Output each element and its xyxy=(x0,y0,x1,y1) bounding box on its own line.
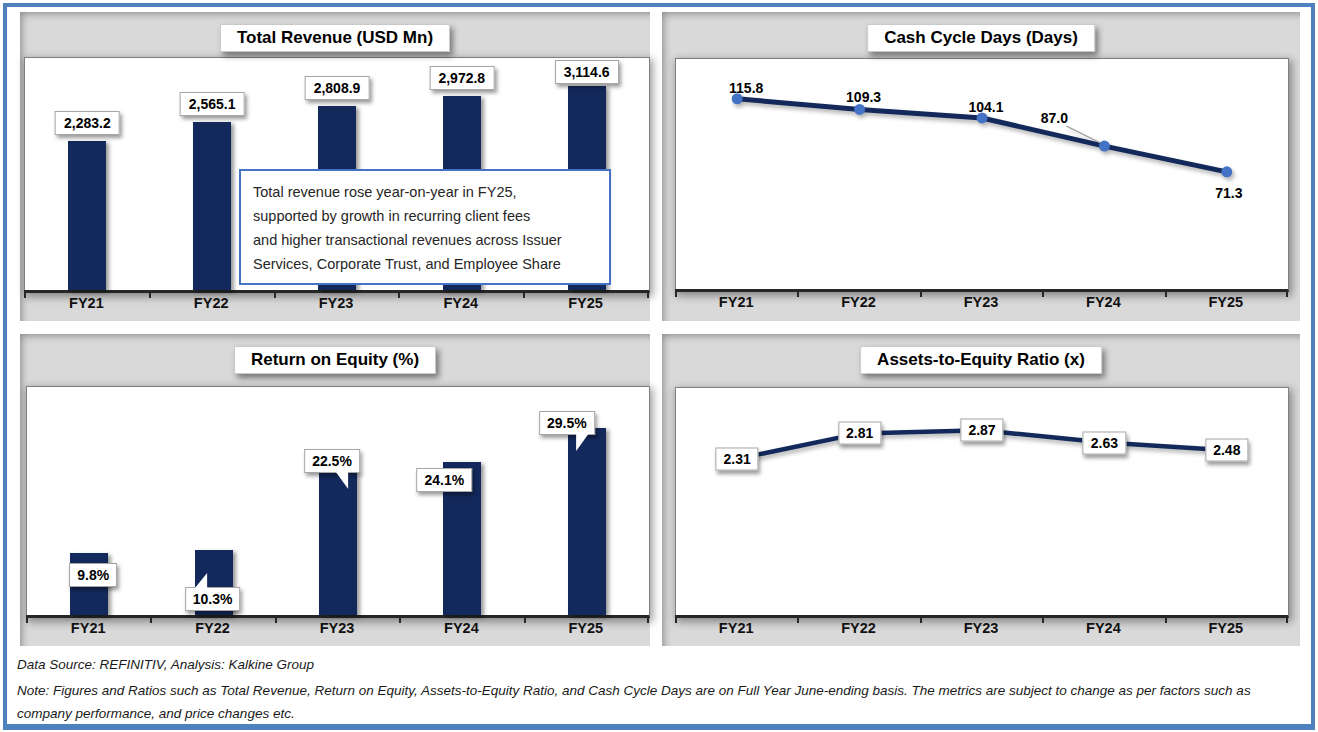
bar-fy25 xyxy=(568,428,606,615)
x-axis-label-fy24: FY24 xyxy=(1042,294,1164,316)
chart-title-return-on-equity: Return on Equity (%) xyxy=(234,346,436,374)
bar-fy23 xyxy=(319,472,357,615)
chart-title-cash-cycle-days: Cash Cycle Days (Days) xyxy=(867,24,1095,52)
data-label-fy23: 104.1 xyxy=(968,99,1003,115)
x-axis-label-fy21: FY21 xyxy=(26,620,150,642)
data-label-fy22: 10.3% xyxy=(185,587,241,611)
disclaimer-note: Note: Figures and Ratios such as Total R… xyxy=(17,679,1303,725)
panel-cash-cycle-days: Cash Cycle Days (Days) 115.8 109.3 104.1 87… xyxy=(662,12,1300,321)
chart-title-total-revenue: Total Revenue (USD Mn) xyxy=(220,24,450,52)
footer-notes: Data Source: REFINITIV, Analysis: Kalkin… xyxy=(17,653,1303,728)
data-label-fy25: 3,114.6 xyxy=(555,60,619,84)
data-label-fy24: 2.63 xyxy=(1083,431,1126,454)
x-axis-total-revenue: FY21FY22FY23FY24FY25 xyxy=(24,295,648,317)
data-label-fy25: 29.5% xyxy=(539,411,595,435)
chart-title-assets-to-equity: Assets-to-Equity Ratio (x) xyxy=(860,346,1102,374)
annotation-line: supported by growth in recurring client … xyxy=(253,204,597,228)
x-axis-label-fy25: FY25 xyxy=(524,620,648,642)
annotation-line: Total revenue rose year-on-year in FY25, xyxy=(253,180,597,204)
x-axis-label-fy21: FY21 xyxy=(675,620,797,642)
bar-fy22 xyxy=(193,122,231,290)
x-axis-label-fy22: FY22 xyxy=(150,620,274,642)
data-label-fy21: 115.8 xyxy=(729,80,763,96)
annotation-line: and higher transactional revenues across… xyxy=(253,228,597,252)
data-label-fy21: 9.8% xyxy=(69,563,117,587)
callout-pointer xyxy=(576,433,589,451)
x-axis-label-fy21: FY21 xyxy=(24,295,149,317)
plot-total-revenue: 2,283.2 2,565.1 2,808.9 2,972.8 3,114.6 Total… xyxy=(24,57,650,293)
data-label-fy23: 2.87 xyxy=(960,419,1003,442)
financial-dashboard: Total Revenue (USD Mn) 2,283.2 2,565.1 2,8… xyxy=(0,0,1318,732)
plot-return-on-equity: 9.8% 10.3% 22.5% 24.1% 29.5% xyxy=(26,386,650,618)
x-axis-label-fy23: FY23 xyxy=(920,294,1042,316)
data-label-fy21: 2.31 xyxy=(716,447,759,470)
x-axis-label-fy24: FY24 xyxy=(1042,620,1164,642)
callout-pointer xyxy=(335,471,348,489)
x-axis-label-fy23: FY23 xyxy=(275,620,399,642)
annotation-box: Total revenue rose year-on-year in FY25,… xyxy=(239,169,611,285)
data-label-fy22: 109.3 xyxy=(846,89,881,105)
x-axis-label-fy25: FY25 xyxy=(1165,620,1287,642)
x-axis-label-fy23: FY23 xyxy=(920,620,1042,642)
x-axis-label-fy22: FY22 xyxy=(797,620,919,642)
data-label-fy22: 2,565.1 xyxy=(180,92,245,116)
data-source-note: Data Source: REFINITIV, Analysis: Kalkin… xyxy=(17,653,1303,676)
data-label-fy25: 71.3 xyxy=(1215,185,1242,201)
data-label-fy21: 2,283.2 xyxy=(55,111,120,135)
plot-assets-to-equity: 2.31 2.81 2.87 2.63 2.48 xyxy=(675,387,1289,618)
x-axis-label-fy23: FY23 xyxy=(274,295,399,317)
data-label-fy23: 22.5% xyxy=(304,449,360,473)
plot-cash-cycle-days: 115.8 109.3 104.1 87.0 71.3 xyxy=(675,58,1289,292)
x-axis-label-fy24: FY24 xyxy=(399,620,523,642)
data-label-fy24: 2,972.8 xyxy=(429,66,494,90)
x-axis-label-fy24: FY24 xyxy=(398,295,523,317)
trend-line xyxy=(676,59,1288,289)
data-label-fy24: 87.0 xyxy=(1041,110,1068,126)
x-axis-return-on-equity: FY21FY22FY23FY24FY25 xyxy=(26,620,648,642)
data-label-fy22: 2.81 xyxy=(838,422,881,445)
x-axis-cash-cycle-days: FY21FY22FY23FY24FY25 xyxy=(675,294,1287,316)
x-axis-label-fy21: FY21 xyxy=(675,294,797,316)
data-label-fy25: 2.48 xyxy=(1205,439,1248,462)
callout-pointer xyxy=(194,573,207,589)
x-axis-label-fy25: FY25 xyxy=(1165,294,1287,316)
panel-total-revenue: Total Revenue (USD Mn) 2,283.2 2,565.1 2,8… xyxy=(20,12,650,321)
x-axis-assets-to-equity: FY21FY22FY23FY24FY25 xyxy=(675,620,1287,642)
x-axis-label-fy25: FY25 xyxy=(523,295,648,317)
x-axis-label-fy22: FY22 xyxy=(797,294,919,316)
data-label-fy24: 24.1% xyxy=(417,468,473,492)
panel-return-on-equity: Return on Equity (%) 9.8% 10.3% 22.5% 24.1%… xyxy=(20,334,650,646)
annotation-line: Services, Corporate Trust, and Employee … xyxy=(253,252,597,276)
data-label-fy23: 2,808.9 xyxy=(305,76,370,100)
bar-fy21 xyxy=(68,141,106,290)
x-axis-label-fy22: FY22 xyxy=(149,295,274,317)
panel-assets-to-equity: Assets-to-Equity Ratio (x) 2.312.812.872… xyxy=(662,334,1300,646)
